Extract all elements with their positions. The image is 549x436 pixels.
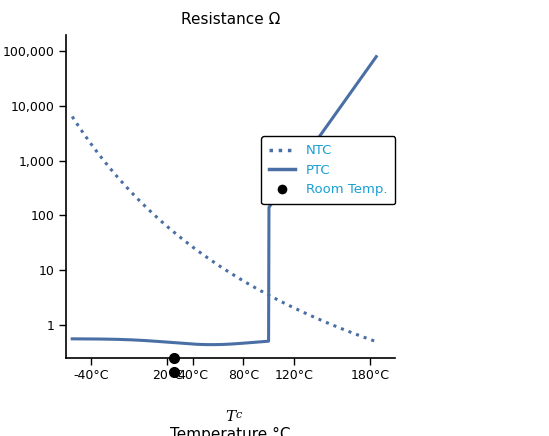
PTC bbox=[88, 336, 94, 341]
PTC bbox=[254, 340, 260, 345]
NTC bbox=[330, 323, 337, 328]
PTC bbox=[208, 342, 215, 347]
Line: NTC: NTC bbox=[72, 116, 376, 342]
Text: Temperature °C: Temperature °C bbox=[170, 427, 291, 436]
PTC bbox=[373, 54, 379, 59]
Text: c: c bbox=[236, 410, 242, 420]
NTC bbox=[373, 339, 379, 344]
NTC bbox=[300, 310, 306, 315]
PTC bbox=[331, 113, 338, 118]
PTC bbox=[300, 157, 306, 162]
NTC bbox=[262, 291, 269, 296]
Title: Resistance Ω: Resistance Ω bbox=[181, 12, 281, 27]
NTC bbox=[69, 114, 76, 119]
Legend: NTC, PTC, Room Temp.: NTC, PTC, Room Temp. bbox=[261, 136, 395, 204]
NTC bbox=[88, 141, 94, 146]
Text: T: T bbox=[226, 410, 236, 424]
Line: PTC: PTC bbox=[72, 57, 376, 344]
NTC bbox=[254, 286, 260, 291]
NTC bbox=[245, 282, 252, 287]
PTC bbox=[69, 336, 76, 341]
PTC bbox=[246, 340, 253, 345]
PTC bbox=[263, 339, 270, 344]
